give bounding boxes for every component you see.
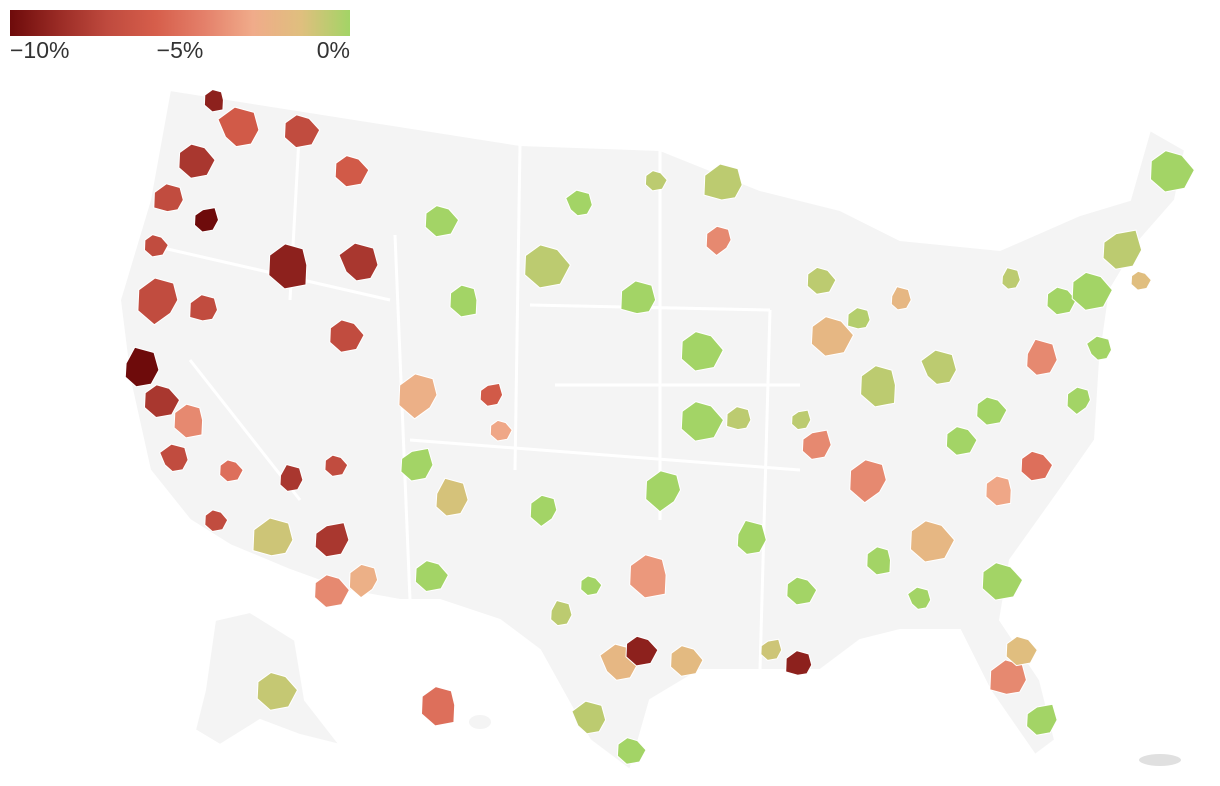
land [118,88,1187,772]
region [137,277,179,326]
region [329,319,365,353]
region [1026,338,1058,376]
region [159,443,189,473]
region [703,163,743,201]
region [124,346,160,388]
region [760,638,783,661]
region [203,88,224,113]
region [143,384,181,419]
region [449,284,478,318]
region [890,286,912,311]
region [435,477,469,517]
legend-bar [10,10,350,36]
region [1001,267,1021,290]
region [849,459,887,504]
region [314,574,351,608]
region [143,234,169,258]
region [801,429,832,460]
legend-tick-label: 0% [317,37,350,63]
region [1085,335,1113,361]
region [1149,150,1196,193]
region [680,401,725,442]
region [420,686,456,727]
region [644,170,668,192]
region [1130,270,1152,291]
region [860,365,896,408]
region [283,114,321,149]
region [279,463,304,492]
region [1026,703,1058,736]
region [985,475,1012,507]
region [620,280,657,315]
legend-tick-label: −5% [157,37,204,63]
region [705,225,732,257]
region [909,520,956,563]
region [524,244,572,289]
region [785,650,813,676]
region [1102,229,1143,270]
puerto-rico [1137,752,1183,768]
region [847,307,871,330]
region [489,419,513,442]
regions [124,88,1196,765]
region [976,396,1008,426]
region [1071,271,1114,311]
region [580,575,603,597]
region [268,243,308,290]
region [571,700,607,735]
region [529,494,558,528]
region [810,316,855,357]
region [324,454,349,477]
region [981,562,1024,601]
region [414,560,450,593]
region [219,459,244,483]
region [645,470,682,513]
region [1046,286,1077,316]
region [726,406,752,431]
region [189,294,219,322]
region [252,517,294,557]
region [424,205,460,238]
region [680,331,724,372]
region [786,576,818,606]
region [338,242,379,282]
region [866,546,892,576]
region [256,671,299,711]
hawaii [467,713,493,731]
region [670,645,704,677]
region [629,554,667,599]
legend-tick-label: −10% [10,37,69,63]
region [178,143,216,179]
region [550,599,573,627]
region [616,737,647,765]
region [204,509,229,533]
region [193,207,220,233]
region [479,382,504,407]
region [791,409,812,431]
region [806,266,837,295]
region [173,403,204,439]
region [398,373,438,420]
region [348,563,379,599]
region [625,635,659,667]
region [945,426,978,456]
region [1005,635,1038,667]
region [217,106,260,148]
region [334,155,370,188]
region [736,519,767,555]
region [565,189,593,217]
region [400,447,434,482]
region [920,349,957,385]
region [314,522,350,558]
region [1020,450,1054,482]
region [153,183,184,213]
region [906,586,932,610]
region [1066,386,1091,416]
